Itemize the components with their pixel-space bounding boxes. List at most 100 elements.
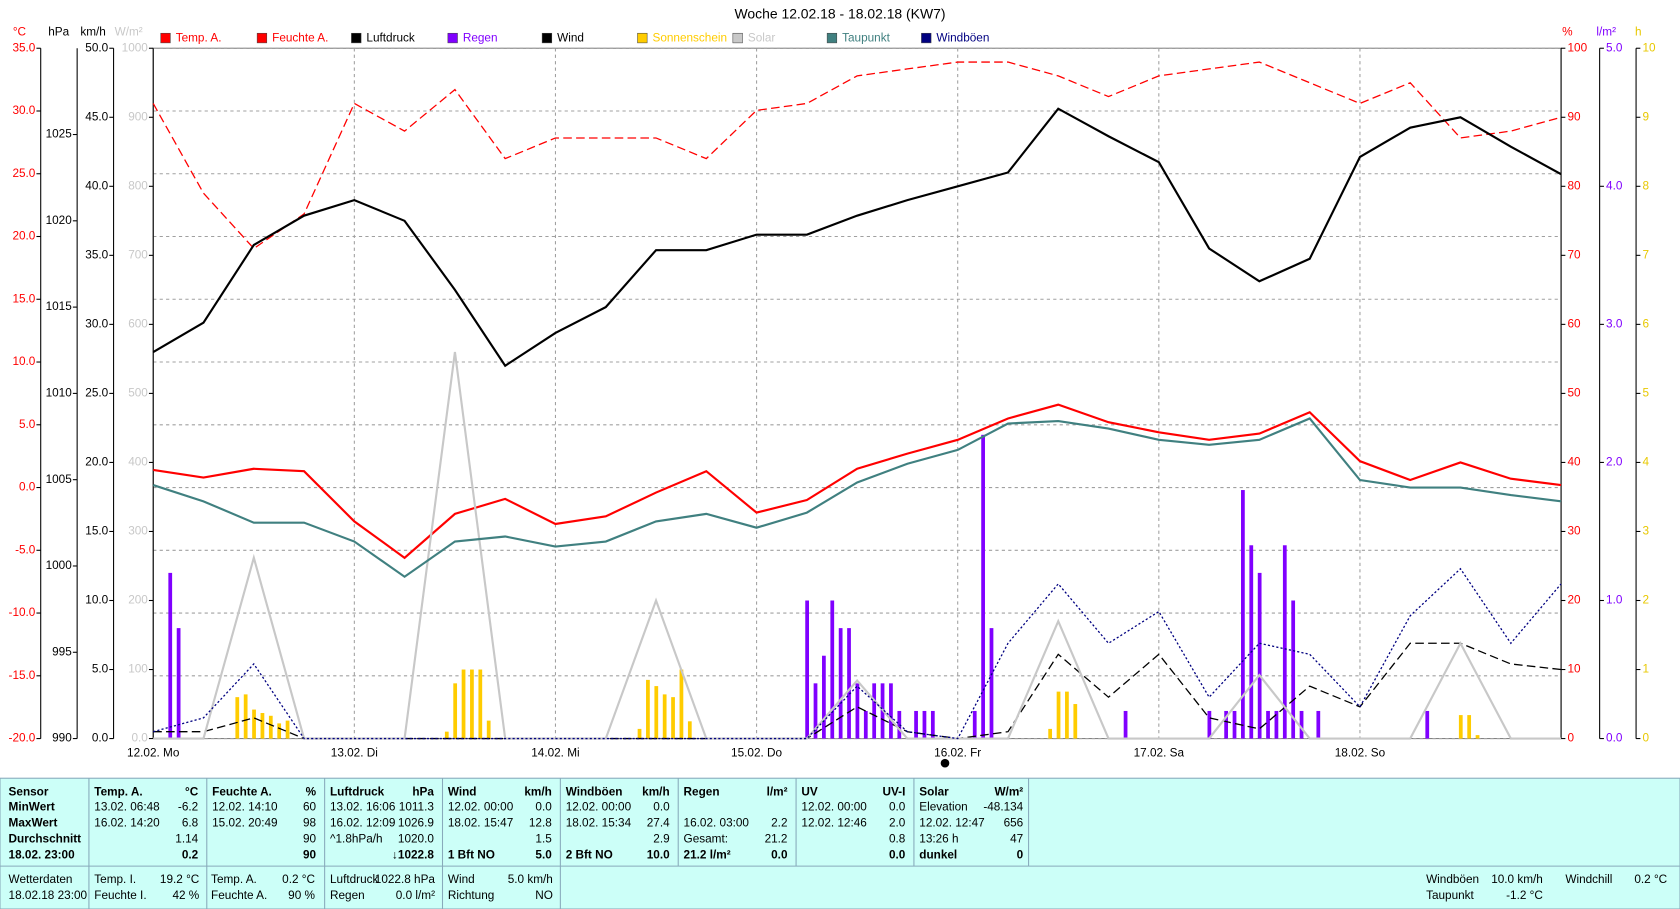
y-tick-label: 15.0 xyxy=(12,292,35,305)
status-value: 1022.8 hPa xyxy=(375,873,436,886)
series-bar xyxy=(235,697,240,739)
table-value: 6.8 xyxy=(182,816,199,829)
y-tick-label: 995 xyxy=(52,645,72,658)
y-tick-label: 100 xyxy=(1568,41,1588,54)
y-tick-label: 1.0 xyxy=(1606,594,1623,607)
series-bar xyxy=(838,628,843,739)
table-value: 0.0 xyxy=(771,849,788,862)
table-cell: 12.02. 12:47 xyxy=(919,816,984,829)
table-background xyxy=(0,777,1680,909)
x-tick-label: 17.02. Sa xyxy=(1134,747,1185,760)
x-tick-label: 13.02. Di xyxy=(331,747,378,760)
table-header: UV xyxy=(801,785,817,798)
series-bar xyxy=(1065,691,1069,739)
y-tick-label: 0.0 xyxy=(92,732,109,745)
series-bar xyxy=(930,710,935,739)
y-tick-label: 1000 xyxy=(46,559,73,572)
y-tick-label: 5.0 xyxy=(1606,41,1623,54)
series-bar xyxy=(972,710,977,739)
series-bar xyxy=(805,600,810,739)
table-unit: l/m² xyxy=(767,785,788,798)
y-tick-label: 0 xyxy=(1643,732,1650,745)
table-value: 2.0 xyxy=(889,816,906,829)
axis-title: °C xyxy=(13,25,27,38)
series-bar xyxy=(889,683,893,739)
y-tick-label: 25.0 xyxy=(12,167,35,180)
y-tick-label: 50.0 xyxy=(85,41,108,54)
table-value: 0.0 xyxy=(653,800,670,813)
y-tick-label: 40 xyxy=(1568,456,1582,469)
table-cell: 18.02. 15:34 xyxy=(566,816,632,829)
y-tick-label: 600 xyxy=(128,317,148,330)
y-tick-label: 10 xyxy=(1643,41,1657,54)
table-cell: 13:26 h xyxy=(919,832,958,845)
series-bar xyxy=(268,715,273,739)
table-unit: °C xyxy=(185,785,199,798)
y-tick-label: 90 xyxy=(1568,110,1582,123)
status-value: -1.2 °C xyxy=(1506,889,1543,902)
status-label: Taupunkt xyxy=(1426,889,1474,902)
series-line xyxy=(153,642,1562,740)
y-tick-label: 30.0 xyxy=(12,104,35,117)
series-line xyxy=(152,61,1562,250)
table-cell: 12.02. 00:00 xyxy=(448,800,514,813)
y-tick-label: 200 xyxy=(128,594,148,607)
table-value: 90 xyxy=(303,849,317,862)
y-tick-label: 50 xyxy=(1568,387,1582,400)
table-value: 21.2 xyxy=(765,832,788,845)
legend-label: Taupunkt xyxy=(842,32,890,45)
status-label: Windchill xyxy=(1565,873,1612,886)
table-unit: km/h xyxy=(642,785,669,798)
y-tick-label: 40.0 xyxy=(85,179,108,192)
chart-title: Woche 12.02.18 - 18.02.18 (KW7) xyxy=(735,6,946,22)
table-value: -6.2 xyxy=(178,800,198,813)
legend-label: Windböen xyxy=(936,32,989,45)
series-bar xyxy=(813,683,818,739)
table-value: 10.0 xyxy=(647,849,670,862)
y-tick-label: 2.0 xyxy=(1606,456,1623,469)
series-bar xyxy=(989,628,994,739)
table-value: 60 xyxy=(303,800,317,813)
y-tick-label: 1015 xyxy=(46,300,73,313)
axis-title: % xyxy=(1562,25,1573,38)
status-label: Feuchte I. xyxy=(94,889,146,902)
y-tick-label: 8 xyxy=(1643,179,1650,192)
y-tick-label: 25.0 xyxy=(85,387,108,400)
series-bar xyxy=(687,721,692,739)
series-bar xyxy=(1291,600,1296,739)
legend-label: Luftdruck xyxy=(366,32,415,45)
series-bar xyxy=(1232,710,1237,739)
series-bar xyxy=(654,686,659,739)
table-cell: MinWert xyxy=(9,800,55,813)
status-label: Regen xyxy=(330,889,365,902)
table-cell: 12.02. 00:00 xyxy=(566,800,632,813)
y-tick-label: 3.0 xyxy=(1606,317,1623,330)
series-bar xyxy=(822,655,826,739)
table-unit: UV-I xyxy=(882,785,905,798)
table-value: 47 xyxy=(1010,832,1023,845)
table-value: 1020.0 xyxy=(398,832,434,845)
series-bar xyxy=(855,683,860,739)
series-bar xyxy=(1123,710,1128,739)
status-label: Wind xyxy=(448,873,475,886)
series-bar xyxy=(637,728,642,739)
series-bar xyxy=(1207,710,1212,739)
y-tick-label: 7 xyxy=(1643,248,1650,261)
status-value: 0.2 °C xyxy=(1634,873,1667,886)
table-value: 12.8 xyxy=(529,816,552,829)
status-value: NO xyxy=(535,889,553,902)
y-tick-label: 45.0 xyxy=(85,110,108,123)
series-bar xyxy=(863,710,868,739)
table-value: ↓1022.8 xyxy=(392,849,434,862)
legend-swatch xyxy=(351,32,362,44)
y-tick-label: 1010 xyxy=(46,387,73,400)
table-value: 1011.3 xyxy=(399,800,435,813)
table-cell: 16.02. 03:00 xyxy=(684,816,750,829)
series-bar xyxy=(486,720,491,739)
table-cell: 12.02. 14:10 xyxy=(212,800,278,813)
y-tick-label: 0.0 xyxy=(1606,732,1623,745)
y-tick-label: 4.0 xyxy=(1606,179,1623,192)
y-tick-label: 35.0 xyxy=(85,248,108,261)
table-value: 0.0 xyxy=(535,800,552,813)
legend-label: Solar xyxy=(748,32,776,45)
